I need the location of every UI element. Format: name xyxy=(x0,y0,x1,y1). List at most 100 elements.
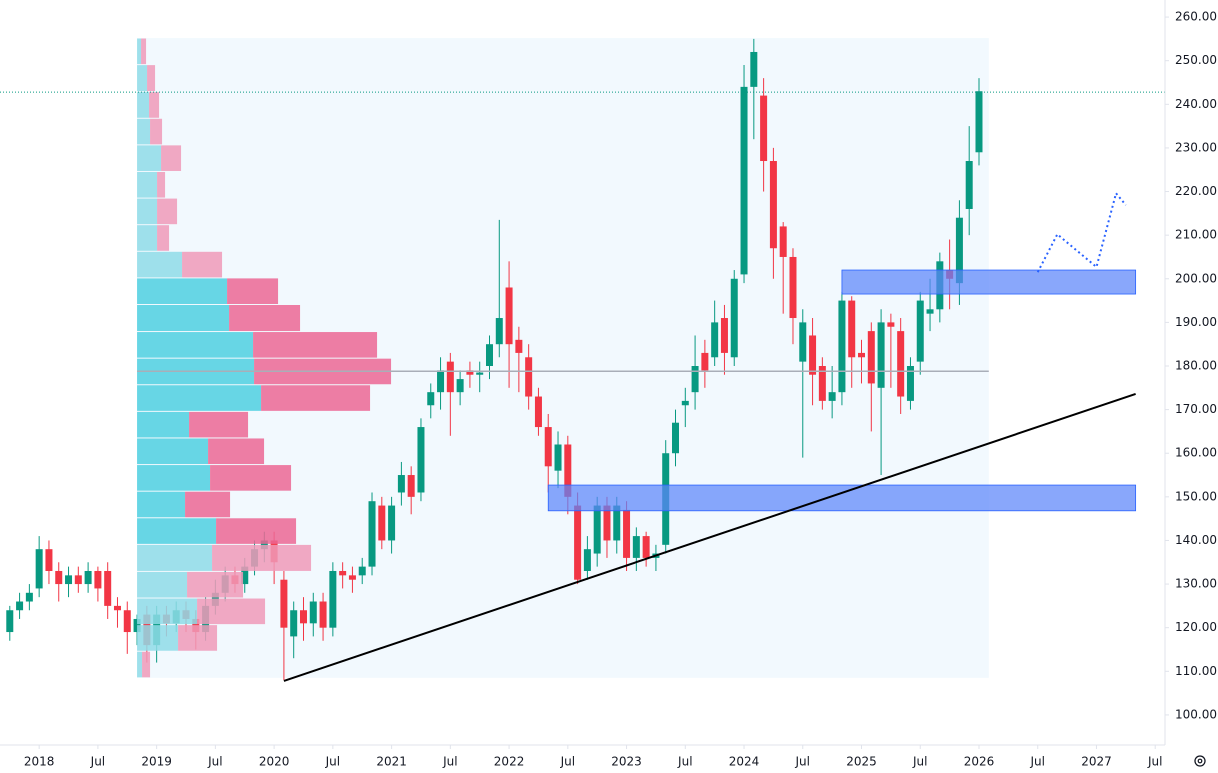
profile-up xyxy=(137,385,262,411)
profile-up xyxy=(137,225,158,251)
profile-up xyxy=(137,544,213,571)
candle-body xyxy=(35,549,43,589)
profile-up xyxy=(137,92,150,118)
candle-body xyxy=(887,322,895,327)
candle-body xyxy=(760,95,768,162)
candle-body xyxy=(701,352,709,371)
profile-down xyxy=(157,198,178,225)
x-tick-label: 2026 xyxy=(964,755,995,769)
candle-body xyxy=(427,392,435,406)
profile-up xyxy=(137,305,230,332)
candle-body xyxy=(495,318,503,345)
profile-down xyxy=(253,332,378,358)
candle-body xyxy=(84,570,92,585)
y-tick-label: 190.00 xyxy=(1175,315,1217,329)
candle-body xyxy=(691,366,699,393)
candle-body xyxy=(672,422,680,454)
projection xyxy=(1036,191,1127,273)
settings-icon[interactable] xyxy=(1194,755,1206,767)
candle-body xyxy=(828,392,836,401)
x-tick-label: Jul xyxy=(560,755,575,769)
x-tick-label: Jul xyxy=(325,755,340,769)
candle-body xyxy=(838,300,846,393)
profile-up xyxy=(137,491,186,518)
y-tick-label: 200.00 xyxy=(1175,271,1217,285)
profile-down xyxy=(227,278,279,305)
candle-body xyxy=(466,370,474,375)
profile-up xyxy=(137,465,211,491)
candle-body xyxy=(6,610,14,633)
profile-down xyxy=(182,251,223,278)
candle-body xyxy=(544,427,552,467)
profile-down xyxy=(197,598,266,625)
candle-body xyxy=(720,318,728,353)
candle-body xyxy=(818,366,826,401)
profile-down xyxy=(212,544,312,571)
profile-up xyxy=(137,411,190,438)
candle-body xyxy=(916,300,924,362)
y-tick-label: 160.00 xyxy=(1175,446,1217,460)
candle-body xyxy=(965,161,973,209)
profile-up xyxy=(137,625,179,651)
x-tick-label: 2025 xyxy=(846,755,877,769)
candle-body xyxy=(358,566,366,576)
candle-body xyxy=(94,570,102,589)
x-tick-label: 2024 xyxy=(729,755,760,769)
x-tick-label: 2018 xyxy=(24,755,55,769)
candle-body xyxy=(711,322,719,358)
candle-body xyxy=(897,331,905,397)
candle-body xyxy=(642,536,650,558)
profile-up xyxy=(137,278,228,305)
candle-body xyxy=(877,322,885,388)
candle-body xyxy=(613,505,621,541)
y-tick-label: 110.00 xyxy=(1175,664,1217,678)
x-tick-label: 2020 xyxy=(259,755,290,769)
candle-body xyxy=(388,505,396,541)
candle-body xyxy=(525,357,533,397)
trendline xyxy=(283,392,1136,682)
candle-body xyxy=(485,344,493,366)
y-tick-label: 250.00 xyxy=(1175,53,1217,67)
candle-body xyxy=(113,605,121,611)
candle-body xyxy=(632,536,640,558)
profile-up xyxy=(137,332,254,358)
candle-body xyxy=(681,400,689,406)
candle-body xyxy=(554,444,562,471)
candle-body xyxy=(730,278,738,358)
y-tick-label: 140.00 xyxy=(1175,533,1217,547)
candle-body xyxy=(740,86,748,275)
x-tick-label: Jul xyxy=(442,755,457,769)
x-tick-label: 2021 xyxy=(376,755,407,769)
profile-up xyxy=(137,438,209,465)
candle-body xyxy=(55,570,63,585)
profile-up xyxy=(137,171,158,198)
profile-down xyxy=(150,118,163,145)
profile-up xyxy=(137,145,162,171)
candle-body xyxy=(309,601,317,624)
profile-down xyxy=(141,38,147,65)
y-tick-label: 100.00 xyxy=(1175,707,1217,721)
y-tick-label: 220.00 xyxy=(1175,184,1217,198)
y-tick-label: 260.00 xyxy=(1175,10,1217,24)
candle-body xyxy=(280,579,288,628)
candle-body xyxy=(858,352,866,358)
candle-body xyxy=(593,505,601,554)
x-tick-label: 2027 xyxy=(1081,755,1112,769)
profile-up xyxy=(137,198,158,225)
x-tick-label: 2022 xyxy=(494,755,525,769)
candle-body xyxy=(123,610,131,633)
profile-up xyxy=(137,518,217,544)
candle-body xyxy=(74,575,82,585)
profile-up xyxy=(137,251,183,278)
profile-down xyxy=(208,438,265,465)
zone xyxy=(547,484,1137,512)
candle-body xyxy=(848,300,856,358)
candle-body xyxy=(603,505,611,541)
candle-body xyxy=(574,505,582,580)
candle-body xyxy=(329,570,337,628)
profile-down xyxy=(142,651,151,678)
candle-body xyxy=(25,592,33,602)
x-tick-label: 2023 xyxy=(611,755,642,769)
